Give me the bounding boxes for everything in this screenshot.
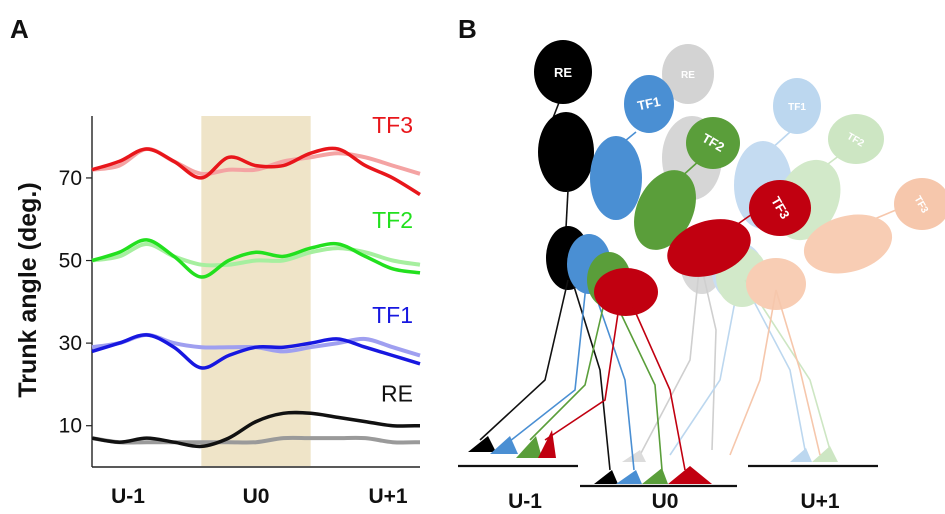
trunk-tf2 [634, 170, 696, 250]
series-label-tf3: TF3 [372, 112, 413, 138]
series-line-tf2 [91, 238, 421, 279]
leg-back-tf1 [504, 284, 587, 446]
head-label-re: RE [554, 65, 572, 80]
head-label-re-faded: RE [681, 70, 695, 81]
foot-back-tf1 [490, 436, 518, 454]
foot-back-tf3 [538, 430, 556, 458]
foot-front-re [594, 470, 618, 484]
series-label-re: RE [381, 380, 413, 406]
foot-tf1-faded [790, 448, 812, 462]
leg-tf1-faded [739, 274, 806, 451]
foot-tf2-faded [812, 446, 838, 462]
foot-front-tf1 [616, 470, 642, 484]
ground-label-u0: U0 [652, 490, 679, 513]
trunk-tf1 [590, 136, 642, 220]
head-label-tf1-faded: TF1 [788, 102, 806, 113]
leg-front-tf1 [591, 284, 635, 471]
y-tick-label: 70 [59, 167, 82, 190]
stick-figure-diagram: RE RE TF1 TF1 TF2 TF2 TF3 TF3 U-1 U0 U+1 [458, 40, 945, 513]
head-tf2-faded [828, 114, 884, 164]
head-tf2 [686, 117, 740, 169]
pelvis-tf3 [594, 268, 658, 316]
leg2-re-faded [639, 259, 701, 456]
leg-front-re [571, 279, 611, 471]
series-line-tf3 [91, 146, 421, 196]
reference-line-tf2 [91, 241, 421, 268]
leg-tf2-faded [744, 279, 831, 451]
y-tick-label: 30 [59, 332, 82, 355]
head-tf3-faded [894, 178, 945, 230]
series-label-tf1: TF1 [372, 302, 413, 328]
y-tick-label: 50 [59, 250, 82, 273]
head-tf1-faded [773, 78, 821, 134]
trunk-tf3 [667, 219, 751, 277]
leg-back-tf2 [529, 294, 607, 441]
series-line-tf1 [91, 333, 421, 370]
y-axis-label: Trunk angle (deg.) [14, 182, 42, 397]
foot-front-tf3 [668, 466, 712, 484]
y-ticks: 10 30 50 70 [59, 167, 92, 438]
reference-line-re [91, 435, 421, 445]
trunk-re [538, 112, 594, 192]
leg-front-tf3 [629, 299, 686, 471]
head-re [534, 40, 592, 104]
x-category-labels: U-1 U0 U+1 [111, 485, 408, 508]
leg-re-faded [699, 259, 717, 451]
foot-back-re [468, 436, 496, 452]
x-category-label: U-1 [111, 485, 145, 508]
spine-re [565, 189, 569, 229]
y-tick-label: 10 [59, 415, 82, 438]
u0-highlight-band [201, 116, 311, 466]
x-category-label: U0 [243, 485, 270, 508]
ground-label-u-1: U-1 [508, 490, 542, 513]
leg-back-tf3 [544, 299, 621, 441]
leg2-tf3-faded [775, 289, 821, 456]
head-tf3 [749, 180, 811, 236]
ground-label-u+1: U+1 [800, 490, 839, 513]
leg-back-re [479, 279, 569, 441]
leg2-tf1-faded [669, 274, 741, 456]
foot-re-faded [622, 450, 646, 462]
figure-tf3-faded [729, 178, 945, 456]
x-category-label: U+1 [368, 485, 407, 508]
series-layer [91, 146, 421, 449]
leg-tf3-faded [729, 289, 777, 456]
head-tf1 [624, 75, 674, 133]
leg-front-tf2 [611, 294, 663, 471]
series-line-re [91, 410, 421, 449]
series-labels: TF3 TF2 TF1 RE [372, 112, 413, 406]
panel-a-letter: A [10, 14, 29, 44]
foot-front-tf2 [642, 468, 668, 484]
pelvis-tf3-faded [746, 258, 806, 310]
panel-b-letter: B [458, 14, 477, 44]
head-re-faded [662, 44, 714, 104]
head-label-tf1: TF1 [636, 94, 662, 113]
figure-tf3 [538, 180, 811, 484]
trunk-angle-chart: 10 30 50 70 TF3 TF2 TF1 RE U-1 U0 U+1 [59, 112, 421, 508]
series-label-tf2: TF2 [372, 207, 413, 233]
foot-back-tf2 [516, 436, 542, 458]
trunk-tf3-faded [803, 214, 893, 274]
